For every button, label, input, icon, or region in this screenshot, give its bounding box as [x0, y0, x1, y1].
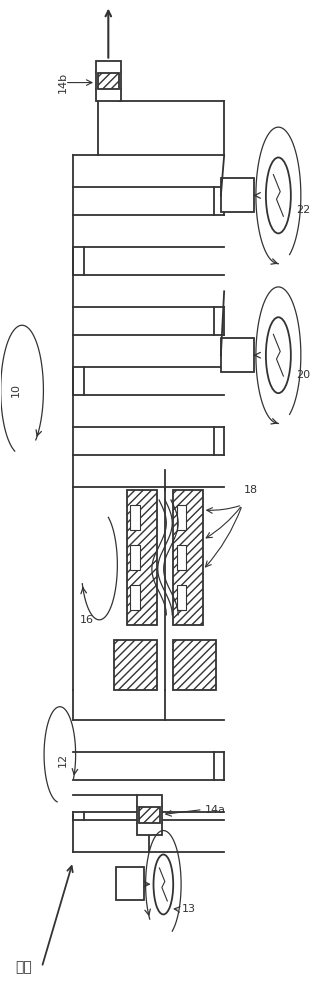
Bar	[221, 338, 254, 372]
Text: 物品: 物品	[16, 960, 32, 974]
Text: 18: 18	[244, 485, 258, 495]
Bar	[177, 585, 186, 610]
Bar	[98, 73, 119, 89]
Text: 22: 22	[296, 205, 311, 215]
Bar	[177, 545, 186, 570]
Bar	[173, 640, 216, 690]
Text: 10: 10	[11, 383, 20, 397]
Bar	[130, 505, 140, 530]
Text: 13: 13	[182, 904, 195, 914]
Bar	[139, 807, 160, 823]
Bar	[137, 795, 162, 835]
Bar	[173, 490, 203, 625]
Bar	[221, 178, 254, 212]
Bar	[130, 585, 140, 610]
Text: 16: 16	[80, 615, 94, 625]
Bar	[130, 545, 140, 570]
Bar	[116, 867, 144, 900]
Bar	[114, 640, 157, 690]
Bar	[177, 505, 186, 530]
Bar	[127, 490, 157, 625]
Bar	[96, 61, 121, 101]
Text: 12: 12	[58, 753, 68, 767]
Text: 14b: 14b	[58, 72, 68, 93]
Text: 14a: 14a	[204, 805, 225, 815]
Text: 20: 20	[296, 370, 311, 380]
